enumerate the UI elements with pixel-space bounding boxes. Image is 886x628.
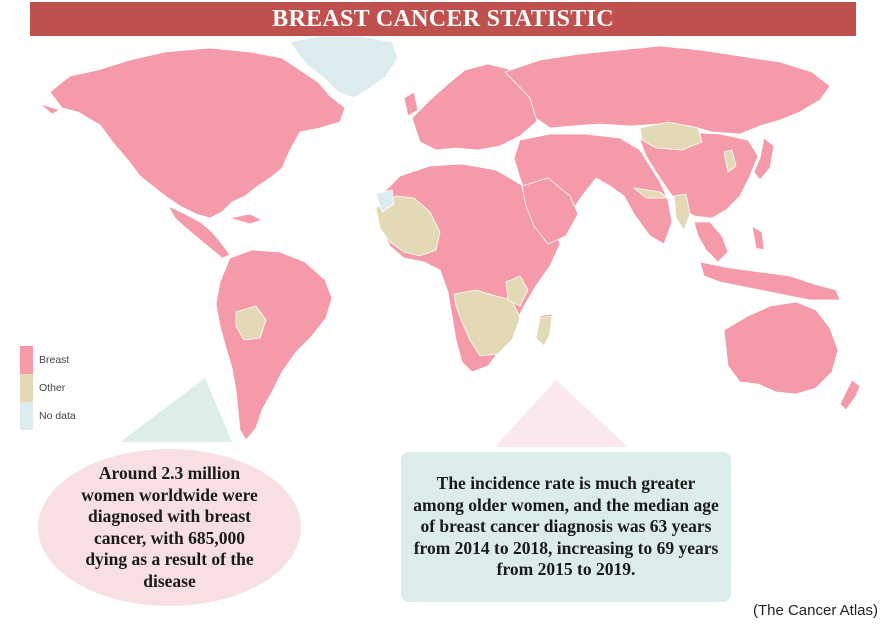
mongolia [639, 121, 703, 151]
legend-label-breast: Breast [39, 354, 70, 366]
diagnosis-callout: Around 2.3 million women worldwide were … [38, 449, 301, 606]
map-legend: Breast Other No data [20, 346, 76, 430]
right-callout-pointer [495, 380, 628, 447]
myanmar [673, 193, 691, 231]
greenland [289, 35, 399, 99]
west-africa [375, 195, 441, 257]
indonesia [699, 261, 841, 301]
legend-swatch-no-data [20, 402, 33, 430]
new-zealand [839, 379, 861, 411]
philippines [751, 225, 765, 251]
australia [723, 301, 839, 395]
caribbean [229, 213, 264, 225]
no-data-regions [289, 35, 399, 213]
central-america [167, 205, 231, 259]
legend-swatch-breast [20, 346, 33, 374]
uk [403, 91, 419, 117]
nepal-bhutan [632, 187, 670, 199]
legend-item-no-data: No data [20, 402, 76, 430]
western-sahara [375, 189, 395, 213]
left-callout-pointer [120, 378, 232, 442]
page-title: BREAST CANCER STATISTIC [272, 5, 614, 32]
bolivia [235, 305, 267, 341]
russia [504, 45, 831, 135]
japan [753, 137, 775, 181]
north-america [49, 47, 346, 219]
legend-label-other: Other [39, 382, 66, 394]
east-africa-other [505, 275, 529, 307]
title-bar: BREAST CANCER STATISTIC [30, 2, 856, 36]
alaska-islands [39, 103, 62, 115]
other-regions [235, 121, 737, 357]
diagnosis-text: Around 2.3 million women worldwide were … [81, 463, 258, 591]
korea [723, 149, 737, 173]
southeast-asia [693, 221, 729, 263]
legend-swatch-other [20, 374, 33, 402]
median-age-text: The incidence rate is much greater among… [413, 473, 719, 580]
source-credit: (The Cancer Atlas) [752, 602, 878, 619]
breast-regions [39, 45, 861, 441]
legend-item-breast: Breast [20, 346, 76, 374]
madagascar-other [535, 315, 553, 347]
arabia [521, 177, 579, 245]
south-america [215, 249, 333, 441]
southern-africa [453, 289, 521, 357]
median-age-callout: The incidence rate is much greater among… [401, 452, 731, 602]
legend-label-no-data: No data [39, 410, 76, 422]
legend-item-other: Other [20, 374, 76, 402]
